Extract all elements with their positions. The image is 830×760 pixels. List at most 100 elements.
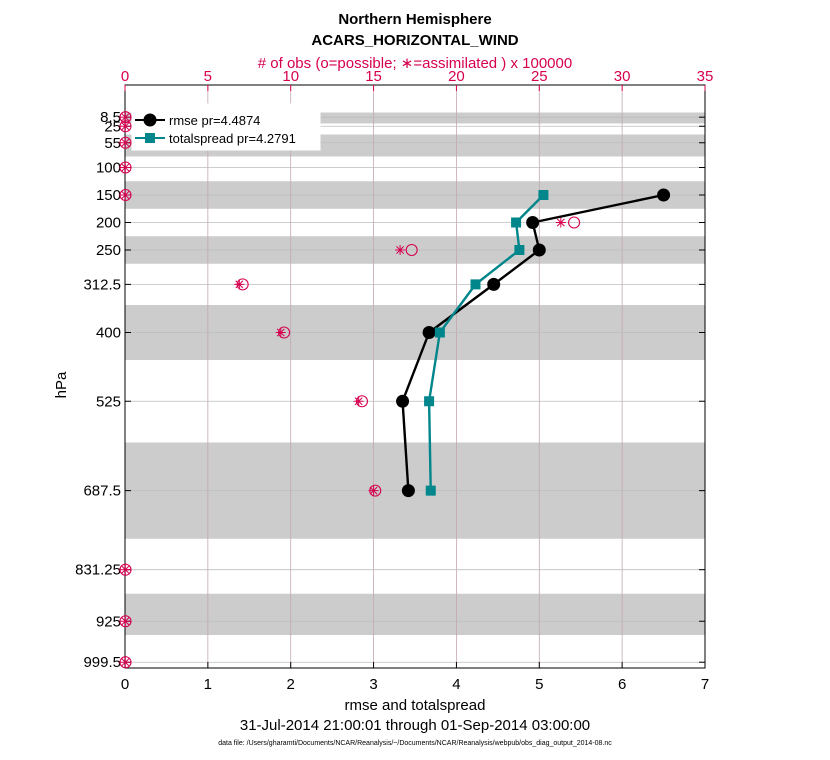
point-totalspread-2 <box>514 245 525 255</box>
x-tick-label-3: 3 <box>369 676 377 693</box>
obs-assimilated-marker-3 <box>120 162 131 173</box>
y-tick-label-1: 25 <box>104 118 121 135</box>
obs-possible-marker-6 <box>405 243 418 257</box>
point-totalspread-6 <box>425 485 436 496</box>
point-rmse-0 <box>657 188 671 202</box>
point-rmse-4 <box>422 326 436 339</box>
obs-assimilated-marker-13 <box>120 657 131 668</box>
point-rmse-1 <box>526 216 540 229</box>
obs-assimilated-marker-11 <box>120 564 131 575</box>
obs-assimilated-marker-5 <box>555 217 566 228</box>
obs-possible-marker-13 <box>119 656 132 669</box>
obs-possible-marker-12 <box>119 615 132 628</box>
point-rmse-2 <box>532 243 546 257</box>
legend-totalspread-label: totalspread pr=4.2791 <box>169 131 296 146</box>
obs-assimilated-stroke-1-3 <box>121 122 130 131</box>
x-tick-label-4: 4 <box>452 676 460 693</box>
obs-assimilated-stroke-2-3 <box>121 138 130 147</box>
point-rmse-5 <box>396 394 410 408</box>
point-totalspread-1 <box>511 217 522 228</box>
point-rmse-6 <box>401 484 415 498</box>
tick-layer: 0 1 2 3 4 5 6 70 5 10 15 20 25 30 358.5255510015020025… <box>75 68 713 693</box>
x-tick-label-5: 5 <box>535 676 543 693</box>
level-band-0 <box>125 112 705 124</box>
obs-assimilated-stroke-7-3 <box>235 280 244 289</box>
top-tick-label-2: 10 <box>282 68 299 85</box>
level-band-6 <box>125 593 705 635</box>
top-tick-label-7: 35 <box>697 68 714 85</box>
obs-assimilated-marker-4 <box>120 190 131 200</box>
y-tick-label-9: 525 <box>96 393 121 410</box>
obs-assimilated-marker-7 <box>234 279 245 290</box>
y-tick-label-11: 831.25 <box>75 562 121 579</box>
obs-possible-marker-5 <box>568 216 581 229</box>
obs-assimilated-marker-9 <box>353 396 364 407</box>
footnote: data file: /Users/gharamti/Documents/NCA… <box>218 740 612 747</box>
y-tick-label-10: 687.5 <box>83 483 121 500</box>
obs-assimilated-marker-6 <box>395 245 406 255</box>
date-range-label: 31-Jul-2014 21:00:01 through 01-Sep-2014… <box>240 717 590 734</box>
y-tick-label-2: 55 <box>104 135 121 152</box>
y-tick-label-13: 999.5 <box>83 654 121 671</box>
obs-assimilated-stroke-4-3 <box>121 191 130 199</box>
x-axis-label: rmse and totalspread <box>345 697 486 714</box>
y-tick-label-4: 150 <box>96 187 121 204</box>
obs-assimilated-stroke-9-3 <box>354 397 363 406</box>
y-axis-label: hPa <box>53 371 70 398</box>
top-tick-label-0: 0 <box>121 68 129 85</box>
obs-assimilated-stroke-5-3 <box>556 218 565 227</box>
y-tick-label-12: 925 <box>96 613 121 630</box>
legend-totalspread-marker <box>145 133 155 143</box>
y-tick-label-3: 100 <box>96 160 121 177</box>
y-tick-label-8: 400 <box>96 325 121 342</box>
top-axis-label: # of obs (o=possible; ∗=assimilated ) x … <box>258 55 572 72</box>
plot-frame <box>124 84 706 669</box>
legend-rmse-marker <box>143 113 157 127</box>
point-rmse-3 <box>487 277 501 291</box>
legend-box <box>131 103 321 151</box>
point-totalspread-5 <box>424 396 435 407</box>
x-tick-label-6: 6 <box>618 676 626 693</box>
chart-title: Northern Hemisphere <box>338 11 491 28</box>
obs-assimilated-marker-8 <box>275 327 286 338</box>
point-totalspread-3 <box>470 279 481 290</box>
chart-subtitle: ACARS_HORIZONTAL_WIND <box>311 32 518 49</box>
obs-assimilated-marker-1 <box>120 121 131 132</box>
obs-assimilated-stroke-10-3 <box>369 486 378 495</box>
obs-assimilated-marker-10 <box>368 485 379 496</box>
obs-assimilated-marker-2 <box>120 137 131 148</box>
y-tick-label-0: 8.5 <box>100 109 121 126</box>
y-tick-label-7: 312.5 <box>83 276 121 293</box>
y-tick-label-5: 200 <box>96 215 121 232</box>
x-tick-label-0: 0 <box>121 676 129 693</box>
x-tick-label-1: 1 <box>204 676 212 693</box>
obs-possible-marker-4 <box>119 188 132 202</box>
x-tick-label-7: 7 <box>701 676 709 693</box>
obs-assimilated-marker-12 <box>120 616 131 627</box>
legend-rmse-label: rmse pr=4.4874 <box>169 113 260 128</box>
obs-assimilated-stroke-8-3 <box>276 328 285 337</box>
top-tick-label-6: 30 <box>614 68 631 85</box>
point-totalspread-4 <box>434 327 445 338</box>
series-layer <box>396 188 671 498</box>
obs-assimilated-stroke-3-3 <box>121 163 130 172</box>
top-tick-label-1: 5 <box>204 68 212 85</box>
legend: rmse pr=4.4874 totalspread pr=4.2791 <box>131 103 321 151</box>
obs-assimilated-stroke-13-3 <box>121 658 130 667</box>
top-tick-label-5: 25 <box>531 68 548 85</box>
top-tick-label-3: 15 <box>365 68 382 85</box>
obs-layer <box>119 111 581 669</box>
obs-possible-marker-3 <box>119 161 132 174</box>
obs-assimilated-stroke-12-3 <box>121 617 130 626</box>
obs-assimilated-marker-0 <box>120 112 131 123</box>
obs-possible-marker-11 <box>119 563 132 576</box>
x-tick-label-2: 2 <box>287 676 295 693</box>
point-totalspread-0 <box>538 190 549 200</box>
obs-assimilated-stroke-11-3 <box>121 565 130 574</box>
top-tick-label-4: 20 <box>448 68 465 85</box>
y-tick-label-6: 250 <box>96 242 121 259</box>
obs-possible-marker-2 <box>119 136 132 149</box>
obs-assimilated-stroke-0-3 <box>121 113 130 122</box>
